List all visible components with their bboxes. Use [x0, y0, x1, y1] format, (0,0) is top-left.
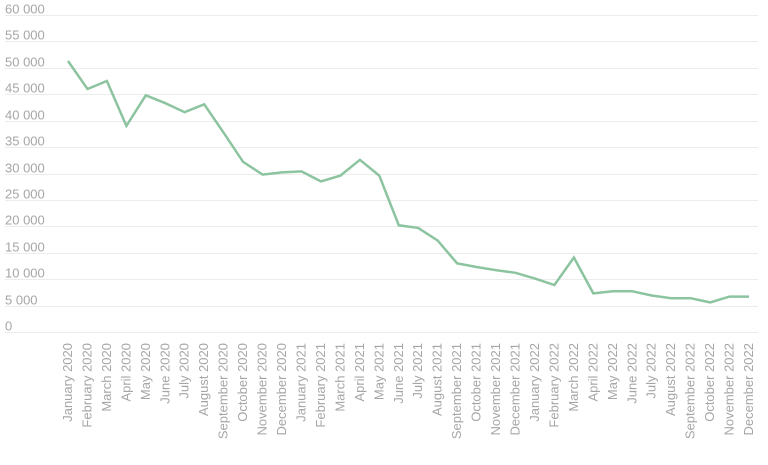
x-tick-label: May 2021 — [371, 343, 386, 400]
series-line — [66, 60, 749, 304]
y-tick-label: 5 000 — [5, 293, 38, 308]
x-tick-label: April 2020 — [118, 343, 133, 402]
y-tick-label: 20 000 — [5, 213, 45, 228]
x-tick-label: June 2021 — [391, 343, 406, 404]
x-tick-label: September 2022 — [683, 343, 698, 439]
y-tick-label: 50 000 — [5, 55, 45, 70]
x-tick-label: November 2022 — [722, 343, 737, 436]
x-tick-label: August 2020 — [196, 343, 211, 416]
x-axis-tick-labels: January 2020 February 2020 March 2020 April… — [60, 343, 756, 439]
y-tick-label: 60 000 — [5, 2, 45, 17]
x-tick-label: January 2022 — [527, 343, 542, 422]
y-tick-label: 30 000 — [5, 161, 45, 176]
x-tick-label: December 2022 — [741, 343, 756, 436]
x-tick-label: January 2020 — [60, 343, 75, 422]
x-tick-label: July 2020 — [177, 343, 192, 399]
x-tick-label: October 2022 — [702, 343, 717, 422]
grid-lines — [5, 15, 758, 333]
y-tick-label: 40 000 — [5, 108, 45, 123]
x-tick-label: September 2020 — [216, 343, 231, 439]
x-tick-label: March 2022 — [566, 343, 581, 412]
x-tick-label: June 2020 — [157, 343, 172, 404]
x-tick-label: July 2021 — [410, 343, 425, 399]
y-axis-tick-labels: 0 5 000 10 000 15 000 20 000 25 000 30 000 35 0… — [5, 2, 45, 334]
x-tick-label: December 2021 — [508, 343, 523, 436]
x-tick-label: August 2021 — [430, 343, 445, 416]
x-tick-label: May 2022 — [605, 343, 620, 400]
y-tick-label: 25 000 — [5, 187, 45, 202]
x-tick-label: November 2020 — [255, 343, 270, 436]
x-tick-label: March 2021 — [332, 343, 347, 412]
x-tick-label: May 2020 — [138, 343, 153, 400]
x-tick-label: July 2022 — [644, 343, 659, 399]
x-tick-label: October 2020 — [235, 343, 250, 422]
y-tick-label: 0 — [5, 319, 12, 334]
y-tick-label: 55 000 — [5, 28, 45, 43]
y-tick-label: 15 000 — [5, 240, 45, 255]
x-tick-label: February 2020 — [79, 343, 94, 428]
series-layer — [66, 60, 750, 304]
x-tick-label: September 2021 — [449, 343, 464, 439]
x-tick-label: March 2020 — [99, 343, 114, 412]
y-tick-label: 35 000 — [5, 134, 45, 149]
x-tick-label: November 2021 — [488, 343, 503, 436]
x-tick-label: January 2021 — [293, 343, 308, 422]
x-tick-label: October 2021 — [469, 343, 484, 422]
x-tick-label: April 2021 — [352, 343, 367, 402]
y-tick-label: 10 000 — [5, 266, 45, 281]
x-tick-label: December 2020 — [274, 343, 289, 436]
x-tick-label: February 2022 — [546, 343, 561, 428]
x-tick-label: February 2021 — [313, 343, 328, 428]
x-tick-label: August 2022 — [663, 343, 678, 416]
x-tick-label: June 2022 — [624, 343, 639, 404]
y-tick-label: 45 000 — [5, 81, 45, 96]
x-tick-label: April 2022 — [585, 343, 600, 402]
